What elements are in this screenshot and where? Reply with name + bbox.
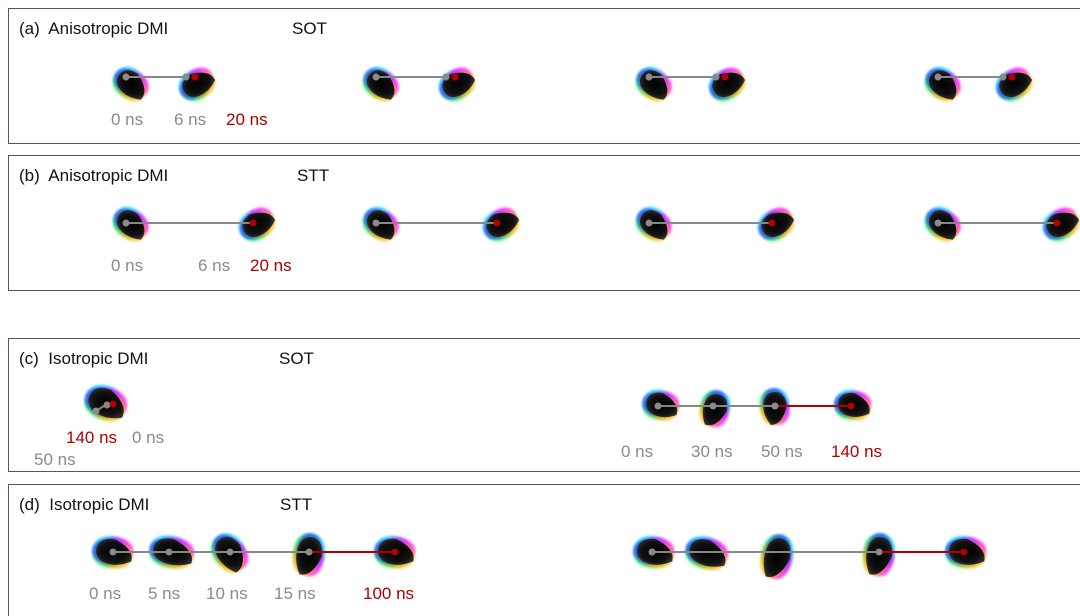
position-marker: [645, 219, 653, 227]
final-position-marker: [1008, 73, 1016, 81]
skyrmion-blob: [210, 533, 249, 573]
skyrmion-blob: [642, 389, 680, 421]
position-marker: [122, 219, 130, 227]
panel-a: (a) Anisotropic DMI SOT 0 ns 6 ns 20 ns: [8, 8, 1080, 144]
panel-b-torque: STT: [297, 166, 330, 185]
position-marker: [372, 73, 380, 81]
time-label: 50 ns: [34, 450, 76, 469]
skyrmion-blob: [438, 67, 476, 102]
time-label: 6 ns: [198, 256, 231, 275]
position-marker: [103, 401, 111, 409]
final-position-marker: [493, 219, 501, 227]
time-label: 0 ns: [132, 428, 165, 447]
position-marker: [771, 402, 779, 410]
panel-d-label: (d) Isotropic DMI: [19, 495, 150, 514]
skyrmion-blob: [924, 206, 961, 242]
time-label: 30 ns: [691, 442, 733, 461]
time-label: 50 ns: [761, 442, 803, 461]
skyrmion-blob: [1042, 207, 1080, 242]
final-position-marker: [721, 73, 729, 81]
final-position-marker: [960, 548, 968, 556]
time-label-final: 20 ns: [226, 110, 268, 129]
skyrmion-blob: [238, 207, 276, 242]
time-label-final: 140 ns: [831, 442, 883, 461]
panel-d: (d) Isotropic DMI STT 0 ns 5 ns 10 ns 15…: [8, 484, 1080, 616]
skyrmion-blob: [685, 535, 729, 571]
position-marker: [442, 73, 450, 81]
panel-c-label: (c) Isotropic DMI: [19, 349, 149, 368]
skyrmion-blob: [92, 535, 134, 569]
time-label-final: 140 ns: [66, 428, 118, 447]
skyrmion-blob: [760, 534, 794, 580]
position-marker: [226, 548, 234, 556]
panel-c: (c) Isotropic DMI SOT 140 ns 0 ns 50 ns …: [8, 338, 1080, 472]
time-label: 0 ns: [89, 584, 122, 603]
skyrmion-blob: [112, 66, 149, 102]
position-marker: [182, 73, 190, 81]
position-marker: [109, 548, 117, 556]
position-marker: [122, 73, 130, 81]
skyrmion-blob: [362, 66, 399, 102]
position-marker: [875, 548, 883, 556]
panel-a-torque: SOT: [292, 19, 327, 38]
panel-a-label: (a) Anisotropic DMI: [19, 19, 169, 38]
time-label-final: 100 ns: [363, 584, 415, 603]
final-position-marker: [1053, 219, 1061, 227]
final-position-marker: [249, 219, 257, 227]
position-marker: [709, 402, 717, 410]
position-marker: [654, 402, 662, 410]
panel-a-graphics: [112, 66, 1033, 102]
skyrmion-blob: [945, 535, 987, 569]
position-marker: [165, 548, 173, 556]
panel-c-torque: SOT: [279, 349, 314, 368]
final-position-marker: [768, 219, 776, 227]
panel-b: (b) Anisotropic DMI STT 0 ns 6 ns 20 ns: [8, 155, 1080, 291]
time-label: 15 ns: [274, 584, 316, 603]
position-marker: [645, 73, 653, 81]
time-label: 5 ns: [148, 584, 181, 603]
skyrmion-blob: [757, 207, 795, 242]
position-marker: [372, 219, 380, 227]
position-marker: [712, 73, 720, 81]
panel-b-label: (b) Anisotropic DMI: [19, 166, 169, 185]
position-marker: [92, 407, 100, 415]
panel-d-graphics: [92, 533, 987, 580]
position-marker: [648, 548, 656, 556]
skyrmion-blob: [708, 67, 746, 102]
panel-d-torque: STT: [280, 495, 313, 514]
skyrmion-blob: [635, 206, 672, 242]
skyrmion-blob: [635, 66, 672, 102]
time-label-final: 20 ns: [250, 256, 292, 275]
skyrmion-blob: [924, 66, 961, 102]
time-label: 0 ns: [111, 110, 144, 129]
position-marker: [999, 73, 1007, 81]
skyrmion-blob: [482, 207, 520, 242]
position-marker: [934, 73, 942, 81]
skyrmion-blob: [149, 535, 195, 569]
final-position-marker: [847, 402, 855, 410]
time-label: 6 ns: [174, 110, 207, 129]
panel-b-graphics: [112, 206, 1080, 242]
final-position-marker: [191, 73, 199, 81]
skyrmion-blob: [633, 535, 675, 569]
skyrmion-blob: [112, 206, 149, 242]
final-position-marker: [109, 400, 117, 408]
position-marker: [305, 548, 313, 556]
time-label: 0 ns: [621, 442, 654, 461]
final-position-marker: [451, 73, 459, 81]
panel-c-graphics: [84, 384, 872, 428]
skyrmion-blob: [178, 67, 216, 102]
final-position-marker: [391, 548, 399, 556]
skyrmion-blob: [374, 535, 416, 569]
time-label: 10 ns: [206, 584, 248, 603]
position-marker: [934, 219, 942, 227]
time-label: 0 ns: [111, 256, 144, 275]
skyrmion-blob: [995, 67, 1033, 102]
